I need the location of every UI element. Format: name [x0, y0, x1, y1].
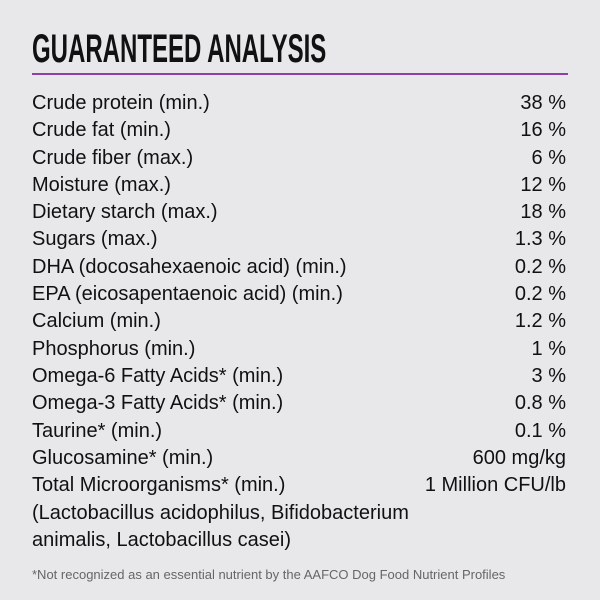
table-row: Total Microorganisms* (min.) 1 Million CF… — [32, 472, 566, 499]
page-title: GUARANTEED ANALYSIS — [32, 27, 327, 71]
table-row: Phosphorus (min.) 1 % — [32, 336, 566, 363]
title-divider — [32, 73, 568, 75]
nutrient-value: 12 % — [520, 173, 566, 196]
table-row: Moisture (max.) 12 % — [32, 172, 566, 199]
nutrient-label: Crude fat (min.) — [32, 119, 171, 142]
table-row: Glucosamine* (min.) 600 mg/kg — [32, 445, 566, 472]
nutrient-label: Dietary starch (max.) — [32, 201, 218, 224]
nutrient-value: 0.2 % — [514, 283, 566, 306]
nutrient-value: 3 % — [531, 364, 566, 387]
nutrient-value: 1.2 % — [514, 310, 566, 333]
nutrient-value: 0.8 % — [514, 392, 566, 415]
nutrient-label: Omega-6 Fatty Acids* (min.) — [32, 364, 284, 387]
nutrient-label: DHA (docosahexaenoic acid) (min.) — [32, 255, 347, 278]
footnote: *Not recognized as an essential nutrient… — [32, 567, 506, 582]
nutrient-label: Sugars (max.) — [32, 228, 158, 251]
nutrient-value: 38 % — [520, 92, 566, 114]
nutrient-value: 18 % — [520, 201, 566, 224]
nutrient-label: Total Microorganisms* (min.) — [32, 474, 286, 497]
table-row: Calcium (min.) 1.2 % — [32, 308, 566, 335]
analysis-table: Crude protein (min.) 38 % Crude fat (min.)… — [32, 90, 566, 499]
table-row: Omega-3 Fatty Acids* (min.) 0.8 % — [32, 390, 566, 417]
nutrient-label: Crude fiber (max.) — [32, 146, 194, 169]
nutrient-label: Phosphorus (min.) — [32, 337, 196, 360]
table-row: Crude protein (min.) 38 % — [32, 90, 566, 117]
microorganisms-note: (Lactobacillus acidophilus, Bifidobacter… — [32, 502, 409, 551]
nutrient-value: 1.3 % — [514, 228, 566, 251]
nutrient-value: 1 % — [531, 337, 566, 360]
table-row: Dietary starch (max.) 18 % — [32, 199, 566, 226]
table-row: Crude fat (min.) 16 % — [32, 117, 566, 144]
table-row: DHA (docosahexaenoic acid) (min.) 0.2 % — [32, 254, 566, 281]
table-row: Omega-6 Fatty Acids* (min.) 3 % — [32, 363, 566, 390]
nutrient-label: Calcium (min.) — [32, 310, 161, 333]
nutrient-label: Omega-3 Fatty Acids* (min.) — [32, 392, 284, 415]
table-row: Crude fiber (max.) 6 % — [32, 145, 566, 172]
table-row: Sugars (max.) 1.3 % — [32, 226, 566, 253]
table-row: Taurine* (min.) 0.1 % — [32, 418, 566, 445]
nutrient-label: Taurine* (min.) — [32, 419, 163, 442]
nutrient-value: 0.1 % — [514, 419, 566, 442]
nutrient-label: Glucosamine* (min.) — [32, 446, 214, 469]
nutrient-value: 0.2 % — [514, 255, 566, 278]
nutrient-label: Moisture (max.) — [32, 173, 171, 196]
nutrient-label: EPA (eicosapentaenoic acid) (min.) — [32, 283, 343, 306]
nutrient-value: 16 % — [520, 119, 566, 142]
nutrient-value: 1 Million CFU/lb — [424, 474, 566, 497]
nutrient-label: Crude protein (min.) — [32, 92, 210, 114]
table-row: EPA (eicosapentaenoic acid) (min.) 0.2 % — [32, 281, 566, 308]
nutrient-value: 6 % — [531, 146, 566, 169]
nutrient-value: 600 mg/kg — [472, 446, 566, 469]
